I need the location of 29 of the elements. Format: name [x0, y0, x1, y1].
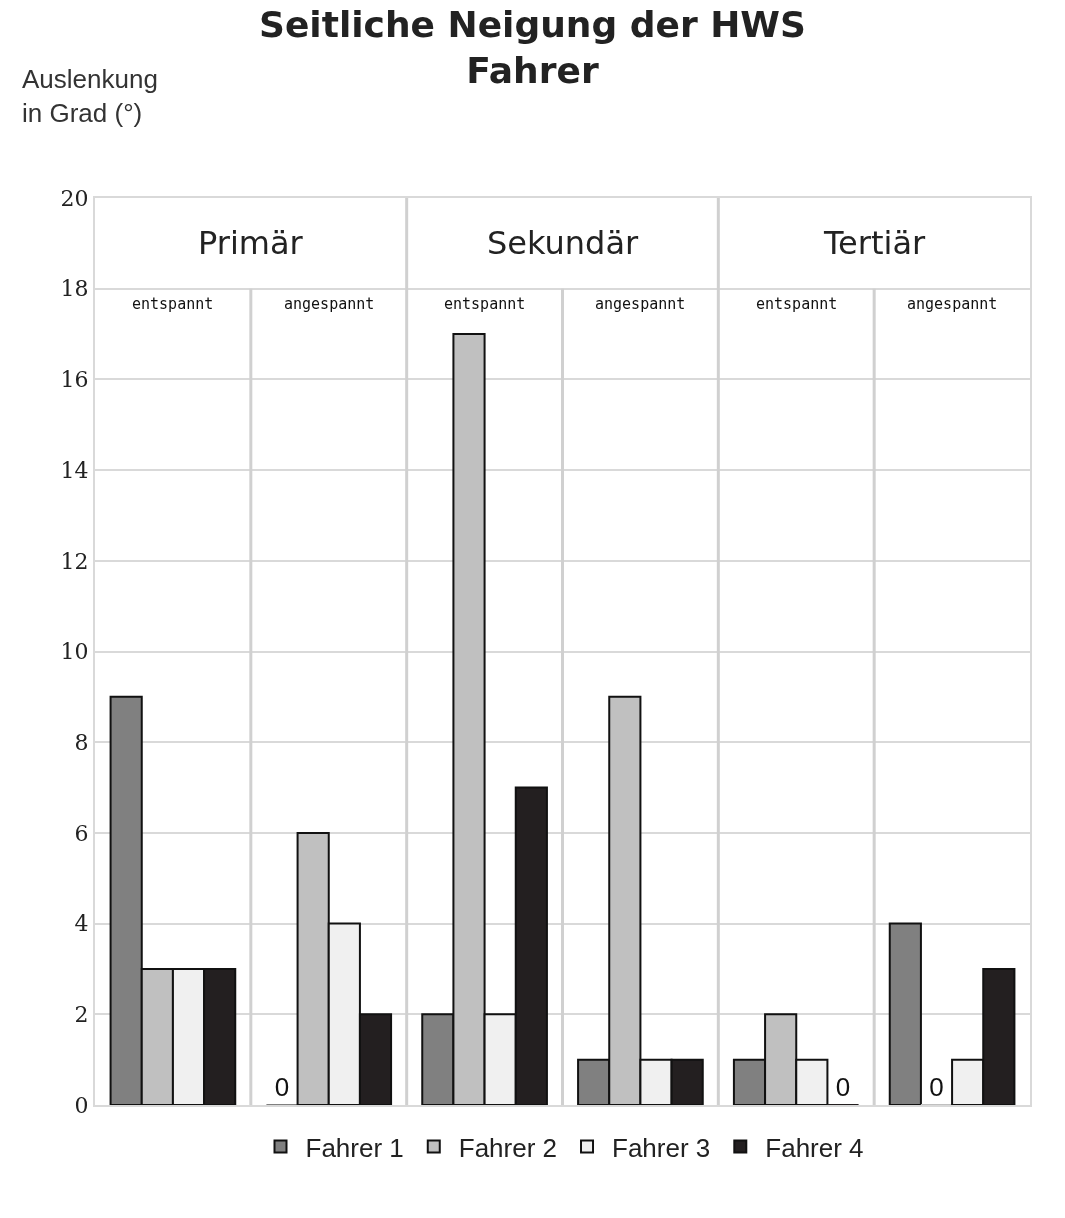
- annotation: Primär: [198, 224, 304, 262]
- y-tick-label: 20: [60, 185, 89, 211]
- x-tick-label: entspannt: [132, 295, 214, 313]
- annotation: Sekundär: [487, 224, 640, 262]
- y-tick-label: 16: [60, 367, 89, 393]
- legend-label: Fahrer 2: [458, 1132, 558, 1163]
- x-tick-label: entspannt: [444, 295, 526, 313]
- legend-label: Fahrer 1: [305, 1132, 404, 1163]
- y-tick-label: 14: [60, 457, 89, 483]
- legend-label: Fahrer 4: [765, 1132, 864, 1163]
- y-tick-label: 12: [60, 548, 89, 574]
- y-tick-label: 0: [74, 1092, 89, 1118]
- y-axis-title: Auslenkung in Grad (°): [22, 64, 158, 128]
- y-tick-label: 2: [74, 1002, 89, 1027]
- data-label: 0: [835, 1072, 851, 1102]
- y-tick-label: 18: [60, 276, 89, 302]
- legend-label: Fahrer 3: [612, 1132, 711, 1163]
- x-tick-label: angespannt: [595, 295, 686, 313]
- x-tick-label: entspannt: [756, 295, 838, 313]
- y-tick-label: 4: [74, 911, 89, 937]
- annotation: Tertiär: [823, 224, 926, 262]
- chart-title: Seitliche Neigung der HWS Fahrer: [259, 3, 806, 92]
- y-tick-label: 10: [60, 639, 89, 665]
- data-label: 0: [274, 1072, 290, 1102]
- y-tick-label: 6: [74, 820, 89, 846]
- x-tick-label: angespannt: [907, 295, 998, 313]
- data-label: 0: [929, 1072, 944, 1102]
- x-tick-label: angespannt: [284, 295, 375, 313]
- y-tick-label: 8: [74, 729, 89, 755]
